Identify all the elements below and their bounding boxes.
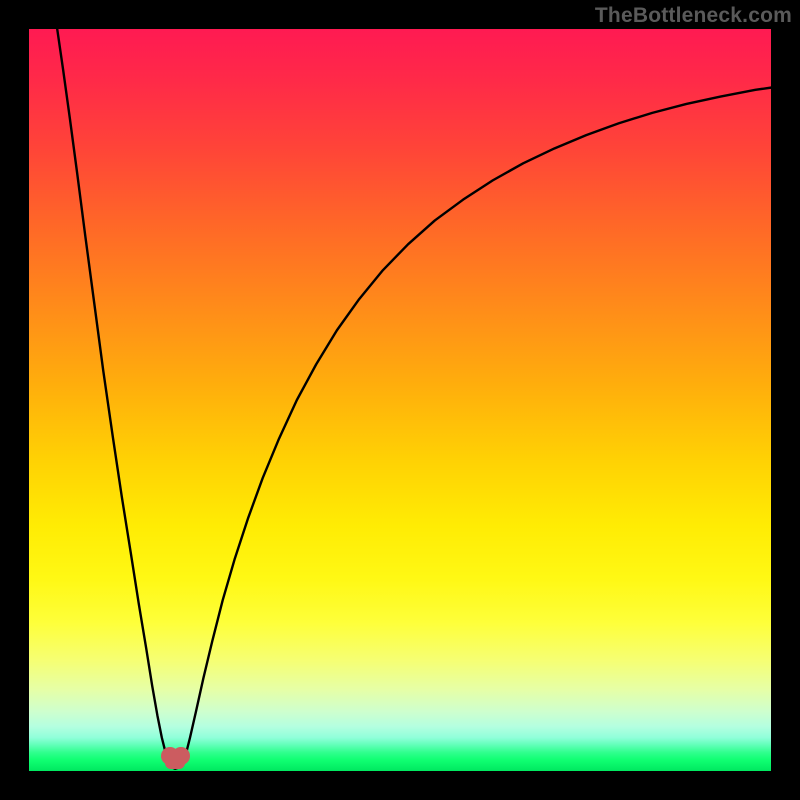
watermark-label: TheBottleneck.com — [595, 4, 792, 28]
plot-area — [29, 29, 771, 771]
chart-frame: TheBottleneck.com — [0, 0, 800, 800]
bottleneck-curve — [29, 29, 771, 771]
